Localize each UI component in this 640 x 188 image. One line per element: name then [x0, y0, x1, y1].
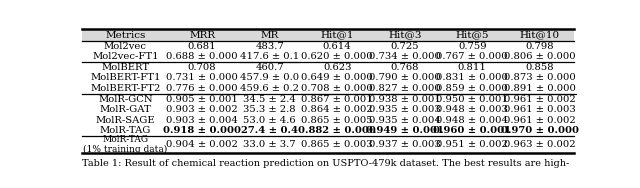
Text: 0.767 ± 0.000: 0.767 ± 0.000	[436, 52, 508, 61]
Text: MolR-GAT: MolR-GAT	[100, 105, 151, 114]
Text: 0.759: 0.759	[458, 42, 486, 51]
Text: 0.688 ± 0.000: 0.688 ± 0.000	[166, 52, 238, 61]
Text: 0.938 ± 0.001: 0.938 ± 0.001	[369, 95, 441, 104]
Text: Hit@10: Hit@10	[520, 30, 560, 39]
Text: 459.6 ± 0.2: 459.6 ± 0.2	[240, 84, 299, 93]
Text: 0.961 ± 0.002: 0.961 ± 0.002	[504, 95, 575, 104]
Text: 0.970 ± 0.000: 0.970 ± 0.000	[500, 126, 579, 135]
Text: 0.865 ± 0.005: 0.865 ± 0.005	[301, 116, 373, 125]
Text: 0.963 ± 0.002: 0.963 ± 0.002	[504, 140, 575, 149]
Text: 0.918 ± 0.000: 0.918 ± 0.000	[163, 126, 241, 135]
Text: 0.776 ± 0.000: 0.776 ± 0.000	[166, 84, 238, 93]
Bar	[83, 29, 573, 41]
Text: 0.827 ± 0.000: 0.827 ± 0.000	[369, 84, 440, 93]
Text: 27.4 ± 0.4: 27.4 ± 0.4	[241, 126, 298, 135]
Text: 0.867 ± 0.001: 0.867 ± 0.001	[301, 95, 373, 104]
Text: 0.891 ± 0.000: 0.891 ± 0.000	[504, 84, 576, 93]
Text: 0.864 ± 0.002: 0.864 ± 0.002	[301, 105, 373, 114]
Text: 0.948 ± 0.003: 0.948 ± 0.003	[436, 105, 508, 114]
Text: MolBERT: MolBERT	[101, 63, 150, 72]
Text: 0.960 ± 0.001: 0.960 ± 0.001	[433, 126, 511, 135]
Text: 0.831 ± 0.000: 0.831 ± 0.000	[436, 74, 508, 82]
Text: 0.903 ± 0.002: 0.903 ± 0.002	[166, 105, 238, 114]
Text: MolR-TAG: MolR-TAG	[100, 126, 151, 135]
Text: MolR-GCN: MolR-GCN	[98, 95, 153, 104]
Text: Hit@5: Hit@5	[456, 30, 489, 39]
Text: 0.708: 0.708	[188, 63, 216, 72]
Text: MolR-SAGE: MolR-SAGE	[95, 116, 156, 125]
Text: 35.3 ± 2.8: 35.3 ± 2.8	[243, 105, 296, 114]
Text: 0.873 ± 0.000: 0.873 ± 0.000	[504, 74, 575, 82]
Text: 0.798: 0.798	[525, 42, 554, 51]
Text: 0.614: 0.614	[323, 42, 351, 51]
Text: Mol2vec: Mol2vec	[104, 42, 147, 51]
Text: MolBERT-FT1: MolBERT-FT1	[90, 74, 161, 82]
Text: 0.725: 0.725	[390, 42, 419, 51]
Text: 0.865 ± 0.003: 0.865 ± 0.003	[301, 140, 373, 149]
Text: 460.7: 460.7	[255, 63, 284, 72]
Text: 0.882 ± 0.000: 0.882 ± 0.000	[298, 126, 376, 135]
Text: 0.937 ± 0.003: 0.937 ± 0.003	[369, 140, 440, 149]
Text: 0.768: 0.768	[390, 63, 419, 72]
Text: 0.708 ± 0.000: 0.708 ± 0.000	[301, 84, 373, 93]
Text: 0.951 ± 0.002: 0.951 ± 0.002	[436, 140, 508, 149]
Text: MolR-TAG
(1% training data): MolR-TAG (1% training data)	[83, 135, 168, 154]
Text: 0.649 ± 0.000: 0.649 ± 0.000	[301, 74, 373, 82]
Text: 0.806 ± 0.000: 0.806 ± 0.000	[504, 52, 575, 61]
Text: 33.0 ± 3.7: 33.0 ± 3.7	[243, 140, 296, 149]
Text: 0.961 ± 0.002: 0.961 ± 0.002	[504, 116, 575, 125]
Text: MR: MR	[260, 30, 279, 39]
Text: Table 1: Result of chemical reaction prediction on USPTO-479k dataset. The best : Table 1: Result of chemical reaction pre…	[83, 159, 570, 168]
Text: 0.731 ± 0.000: 0.731 ± 0.000	[166, 74, 238, 82]
Text: 0.623: 0.623	[323, 63, 351, 72]
Text: 0.935 ± 0.003: 0.935 ± 0.003	[369, 105, 440, 114]
Text: 34.5 ± 2.4: 34.5 ± 2.4	[243, 95, 296, 104]
Text: 0.790 ± 0.000: 0.790 ± 0.000	[369, 74, 440, 82]
Text: MRR: MRR	[189, 30, 215, 39]
Text: Hit@3: Hit@3	[388, 30, 422, 39]
Text: 0.904 ± 0.002: 0.904 ± 0.002	[166, 140, 238, 149]
Text: 0.948 ± 0.004: 0.948 ± 0.004	[436, 116, 508, 125]
Text: Hit@1: Hit@1	[321, 30, 354, 39]
Text: 0.903 ± 0.004: 0.903 ± 0.004	[166, 116, 238, 125]
Text: 0.935 ± 0.004: 0.935 ± 0.004	[369, 116, 441, 125]
Text: 0.950 ± 0.001: 0.950 ± 0.001	[436, 95, 508, 104]
Text: 0.949 ± 0.001: 0.949 ± 0.001	[365, 126, 444, 135]
Text: 417.6 ± 0.1: 417.6 ± 0.1	[240, 52, 300, 61]
Text: 0.734 ± 0.000: 0.734 ± 0.000	[369, 52, 441, 61]
Text: Mol2vec-FT1: Mol2vec-FT1	[92, 52, 159, 61]
Text: 0.858: 0.858	[525, 63, 554, 72]
Text: 0.811: 0.811	[458, 63, 486, 72]
Text: 483.7: 483.7	[255, 42, 284, 51]
Text: 0.859 ± 0.000: 0.859 ± 0.000	[436, 84, 508, 93]
Text: MolBERT-FT2: MolBERT-FT2	[90, 84, 161, 93]
Text: 0.905 ± 0.001: 0.905 ± 0.001	[166, 95, 238, 104]
Text: 0.620 ± 0.000: 0.620 ± 0.000	[301, 52, 373, 61]
Text: Metrics: Metrics	[105, 30, 146, 39]
Text: 0.961 ± 0.003: 0.961 ± 0.003	[504, 105, 575, 114]
Text: 0.681: 0.681	[188, 42, 216, 51]
Text: 457.9 ± 0.0: 457.9 ± 0.0	[240, 74, 300, 82]
Text: 53.0 ± 4.6: 53.0 ± 4.6	[243, 116, 296, 125]
